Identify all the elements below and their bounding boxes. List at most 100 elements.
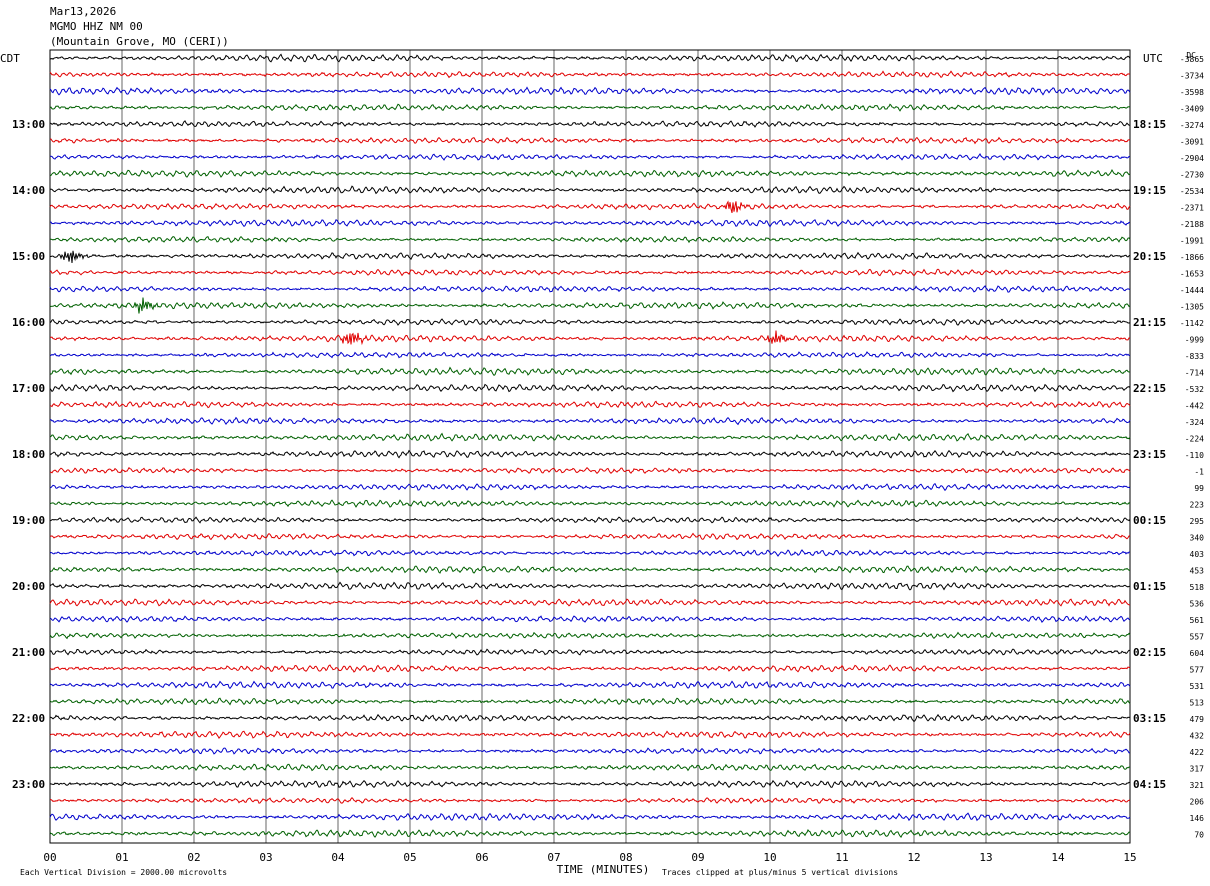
seismic-trace xyxy=(49,136,1131,145)
x-tick-label: 15 xyxy=(1123,851,1136,864)
x-tick-label: 14 xyxy=(1051,851,1065,864)
seismic-trace xyxy=(49,200,1131,214)
dc-offset-label: -2188 xyxy=(1180,220,1204,229)
seismic-trace xyxy=(49,235,1131,244)
seismic-trace xyxy=(50,796,1131,805)
utc-hour-label: 00:15 xyxy=(1133,514,1166,527)
seismic-trace xyxy=(50,218,1131,228)
dc-offset-label: -1991 xyxy=(1180,237,1204,246)
seismic-trace xyxy=(49,631,1131,640)
plot-frame xyxy=(49,49,1131,844)
dc-offset-label: 403 xyxy=(1190,550,1205,559)
dc-offset-label: -442 xyxy=(1185,402,1204,411)
seismic-trace xyxy=(49,53,1131,63)
dc-offset-label: 536 xyxy=(1190,600,1205,609)
x-tick-label: 08 xyxy=(619,851,632,864)
utc-hour-label: 02:15 xyxy=(1133,646,1166,659)
cdt-hour-label: 21:00 xyxy=(12,646,45,659)
seismic-trace xyxy=(49,383,1131,393)
seismic-trace xyxy=(49,598,1131,607)
cdt-hour-label: 17:00 xyxy=(12,382,45,395)
dc-offset-label: -3409 xyxy=(1180,105,1204,114)
x-tick-label: 03 xyxy=(259,851,272,864)
seismic-trace xyxy=(49,581,1131,591)
x-tick-label: 12 xyxy=(907,851,920,864)
x-tick-label: 04 xyxy=(331,851,345,864)
seismic-trace xyxy=(49,680,1131,690)
dc-offset-label: -2904 xyxy=(1180,154,1204,163)
seismic-trace xyxy=(49,713,1131,723)
dc-offset-label: 223 xyxy=(1190,501,1205,510)
x-tick-label: 07 xyxy=(547,851,560,864)
clip-note: Traces clipped at plus/minus 5 vertical … xyxy=(662,868,898,877)
x-tick-label: 00 xyxy=(43,851,56,864)
x-tick-label: 11 xyxy=(835,851,848,864)
dc-offset-label: -110 xyxy=(1185,451,1204,460)
dc-offset-label: -3865 xyxy=(1180,55,1204,64)
seismic-trace xyxy=(49,763,1131,772)
left-axis-title: CDT xyxy=(0,52,20,65)
seismic-trace xyxy=(49,318,1131,326)
seismic-trace xyxy=(50,330,1131,346)
seismic-trace xyxy=(49,697,1131,706)
right-axis-title: UTC xyxy=(1143,52,1163,65)
seismic-trace xyxy=(49,86,1131,96)
seismic-trace xyxy=(49,829,1131,838)
dc-offset-label: 577 xyxy=(1190,666,1205,675)
seismic-trace xyxy=(49,120,1131,128)
seismic-trace xyxy=(49,449,1131,459)
dc-offset-label: -2371 xyxy=(1180,204,1204,213)
dc-offset-label: -2730 xyxy=(1180,171,1204,180)
utc-hour-label: 03:15 xyxy=(1133,712,1166,725)
dc-offset-label: -3274 xyxy=(1180,121,1204,130)
seismic-trace xyxy=(49,416,1131,426)
seismic-trace xyxy=(49,648,1131,656)
seismic-trace xyxy=(49,297,1131,314)
seismic-trace xyxy=(49,499,1131,508)
dc-offset-label: 531 xyxy=(1190,682,1205,691)
x-tick-label: 13 xyxy=(979,851,992,864)
cdt-hour-label: 14:00 xyxy=(12,184,45,197)
cdt-hour-label: 13:00 xyxy=(12,118,45,131)
dc-offset-label: 518 xyxy=(1190,583,1205,592)
dc-offset-label: -833 xyxy=(1185,352,1204,361)
seismic-trace xyxy=(50,664,1131,673)
dc-offset-label: -532 xyxy=(1185,385,1204,394)
dc-offset-label: 561 xyxy=(1190,616,1205,625)
dc-offset-label: -3598 xyxy=(1180,88,1204,97)
x-axis-title: TIME (MINUTES) xyxy=(557,863,650,876)
seismic-trace xyxy=(49,482,1131,492)
seismic-trace xyxy=(49,268,1130,277)
dc-offset-label: 453 xyxy=(1190,567,1205,576)
x-tick-label: 10 xyxy=(763,851,776,864)
dc-offset-label: 70 xyxy=(1194,831,1204,840)
cdt-hour-label: 15:00 xyxy=(12,250,45,263)
seismic-trace xyxy=(49,70,1131,79)
seismic-trace xyxy=(49,549,1131,557)
utc-hour-label: 20:15 xyxy=(1133,250,1166,263)
seismic-trace xyxy=(49,351,1131,359)
dc-offset-label: -3734 xyxy=(1180,72,1204,81)
seismic-trace xyxy=(49,103,1131,112)
dc-offset-label: 604 xyxy=(1190,649,1205,658)
utc-hour-label: 19:15 xyxy=(1133,184,1166,197)
seismic-trace xyxy=(49,400,1131,409)
seismic-trace xyxy=(49,730,1131,739)
header-block: Mar13,2026 MGMO HHZ NM 00 (Mountain Grov… xyxy=(50,4,229,49)
cdt-hour-label: 23:00 xyxy=(12,778,45,791)
dc-offset-label: 295 xyxy=(1190,517,1205,526)
cdt-hour-label: 19:00 xyxy=(12,514,45,527)
seismic-trace xyxy=(49,250,1131,263)
scale-note: Each Vertical Division = 2000.00 microvo… xyxy=(20,868,227,877)
cdt-hour-label: 20:00 xyxy=(12,580,45,593)
x-tick-label: 02 xyxy=(187,851,200,864)
seismic-trace xyxy=(49,747,1131,755)
utc-hour-label: 18:15 xyxy=(1133,118,1166,131)
dc-offset-label: -1305 xyxy=(1180,303,1204,312)
dc-offset-label: 432 xyxy=(1190,732,1205,741)
dc-offset-label: 513 xyxy=(1190,699,1205,708)
utc-hour-label: 04:15 xyxy=(1133,778,1166,791)
dc-offset-label: 206 xyxy=(1190,798,1205,807)
dc-offset-label: 99 xyxy=(1194,484,1204,493)
